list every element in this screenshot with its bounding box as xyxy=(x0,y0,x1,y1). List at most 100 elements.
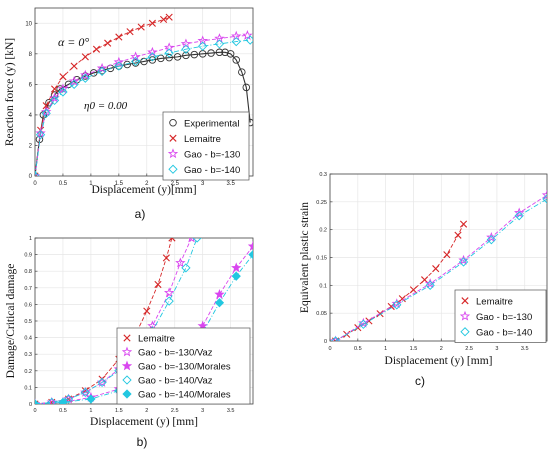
y-tick-label: 10 xyxy=(25,21,32,27)
data-point xyxy=(164,296,174,306)
x-axis-label: Displacement (y) [mm] xyxy=(90,416,198,428)
series-line xyxy=(335,223,464,341)
data-point xyxy=(238,68,246,76)
y-tick-label: 0.15 xyxy=(316,256,327,262)
y-axis-label: Damage/Critical damage xyxy=(5,264,17,379)
data-point xyxy=(35,171,40,176)
y-tick-label: 0.1 xyxy=(24,385,32,391)
data-point xyxy=(354,324,362,332)
legend-marker xyxy=(121,360,133,371)
data-point xyxy=(214,288,225,299)
data-point xyxy=(63,394,74,404)
legend-entry: Gao - b=-130 xyxy=(184,149,240,160)
y-tick-label: 1 xyxy=(29,236,32,242)
data-point xyxy=(35,399,40,404)
data-point xyxy=(58,87,68,97)
data-point xyxy=(392,300,402,310)
data-point xyxy=(214,298,225,308)
x-tick-label: 2.5 xyxy=(171,181,180,187)
y-tick-label: 0.9 xyxy=(24,253,32,259)
data-point xyxy=(175,257,186,268)
x-tick-label: 1 xyxy=(384,346,387,352)
x-tick-label: 0 xyxy=(328,346,331,352)
y-tick-label: 0.2 xyxy=(319,228,327,234)
data-point xyxy=(190,50,199,59)
y-tick-label: 0.6 xyxy=(24,302,32,308)
y-tick-label: 0.3 xyxy=(24,352,32,358)
data-point xyxy=(80,387,90,398)
data-point xyxy=(514,211,524,221)
legend-entry: Gao - b=-130/Vaz xyxy=(138,348,213,359)
data-point xyxy=(96,62,108,73)
x-tick-label: 0 xyxy=(33,181,37,187)
data-point xyxy=(143,307,151,315)
series-line xyxy=(335,194,547,341)
data-point xyxy=(358,317,369,328)
panel-label: a) xyxy=(135,207,146,221)
legend-box xyxy=(162,111,250,181)
data-point xyxy=(182,51,190,60)
data-point xyxy=(147,52,158,62)
legend: Experimental Lemaitre Gao - b=-130 Gao - b=… xyxy=(162,111,250,181)
data-point xyxy=(215,48,224,57)
legend: Lemaitre Gao - b=-130/Vaz Gao - b=-130/Mor… xyxy=(116,327,251,405)
data-point xyxy=(192,238,202,243)
data-point xyxy=(188,238,195,243)
data-point xyxy=(137,23,145,31)
data-point xyxy=(398,295,406,303)
data-point xyxy=(376,310,384,318)
data-point xyxy=(115,62,123,70)
data-point xyxy=(140,57,148,66)
plot-area xyxy=(35,13,253,176)
y-tick-label: 0.2 xyxy=(24,369,32,375)
x-tick-label: 2 xyxy=(145,181,149,187)
data-point xyxy=(104,39,112,47)
data-point xyxy=(242,30,253,40)
legend-entry: Experimental xyxy=(184,118,239,129)
chart-panel-1: 0 0.5 1 1.5 2 2.5 3 3.5 0 2 4 6 8 10 Displacement (y)[… xyxy=(4,7,254,221)
y-tick-label: 0.05 xyxy=(316,311,327,317)
legend-marker xyxy=(122,375,132,385)
y-tick-label: 0.8 xyxy=(24,269,32,275)
data-point xyxy=(41,108,51,119)
data-point xyxy=(391,298,402,309)
data-point xyxy=(49,95,60,106)
legend-marker xyxy=(168,164,178,174)
legend-marker xyxy=(167,148,179,159)
data-point xyxy=(248,249,253,260)
data-point xyxy=(173,53,182,61)
data-point xyxy=(245,35,253,45)
series-line xyxy=(35,39,251,176)
data-point xyxy=(59,73,67,81)
data-point xyxy=(35,130,46,140)
data-point xyxy=(80,73,90,83)
data-point xyxy=(154,280,162,289)
data-point xyxy=(486,232,497,242)
data-point xyxy=(358,319,369,329)
y-tick-label: 0.1 xyxy=(319,283,327,289)
legend-entry: Gao - b=-130/Morales xyxy=(138,362,231,373)
series-line xyxy=(335,198,547,341)
data-point xyxy=(159,15,168,24)
data-point xyxy=(232,56,240,64)
legend: Lemaitre Gao - b=-130 Gao - b=-140 xyxy=(454,289,547,343)
y-tick-label: 8 xyxy=(29,52,33,58)
y-axis-label: Reaction force (y) [kN] xyxy=(4,38,16,146)
data-point xyxy=(486,235,496,245)
data-point xyxy=(68,75,80,86)
legend-entry: Gao - b=-140/Vaz xyxy=(138,376,213,387)
x-tick-label: 1 xyxy=(89,408,92,414)
x-tick-label: 3 xyxy=(201,181,205,187)
legend-entry: Gao - b=-140 xyxy=(184,165,240,176)
data-point xyxy=(231,262,242,273)
data-point xyxy=(514,207,525,218)
panel-label: c) xyxy=(415,374,425,388)
data-point xyxy=(81,53,89,61)
y-tick-label: 0 xyxy=(324,339,327,345)
data-point xyxy=(92,45,101,53)
series-3 xyxy=(330,194,547,341)
data-point xyxy=(231,36,241,47)
legend-marker xyxy=(121,346,133,357)
data-point xyxy=(57,83,69,94)
data-point xyxy=(97,377,107,388)
